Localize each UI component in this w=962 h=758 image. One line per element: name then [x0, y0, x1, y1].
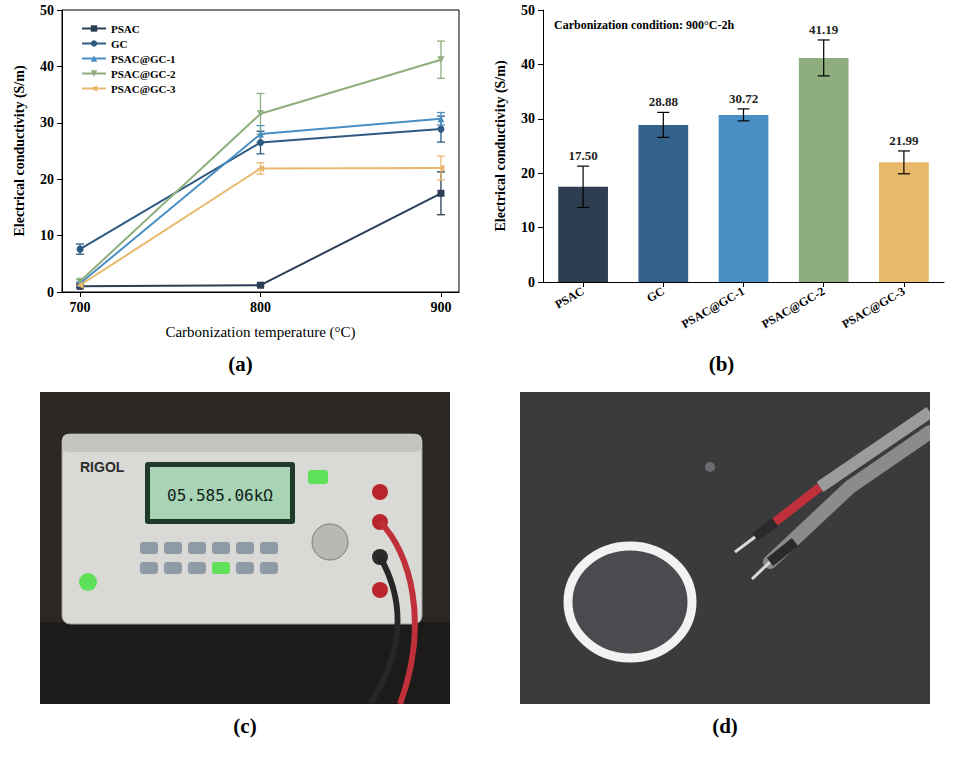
- svg-text:Carbonization temperature (°C): Carbonization temperature (°C): [165, 324, 355, 341]
- svg-text:10: 10: [40, 228, 54, 243]
- svg-text:0: 0: [528, 275, 535, 290]
- html-text:(a): (a): [228, 352, 253, 376]
- svg-text:40: 40: [521, 57, 535, 72]
- svg-text:30: 30: [40, 115, 54, 130]
- svg-text:PSAC@GC-1: PSAC@GC-1: [111, 53, 176, 65]
- svg-text:30: 30: [521, 111, 535, 126]
- svg-text:21.99: 21.99: [889, 133, 919, 148]
- svg-text:PSAC@GC-2: PSAC@GC-2: [759, 284, 827, 331]
- svg-text:50: 50: [40, 3, 54, 18]
- svg-text:PSAC: PSAC: [111, 23, 140, 35]
- svg-text:0: 0: [47, 285, 54, 300]
- svg-text:PSAC@GC-3: PSAC@GC-3: [111, 83, 176, 95]
- svg-text:PSAC@GC-3: PSAC@GC-3: [839, 284, 907, 331]
- svg-text:PSAC@GC-1: PSAC@GC-1: [679, 284, 747, 331]
- svg-text:28.88: 28.88: [649, 94, 679, 109]
- svg-text:30.72: 30.72: [729, 91, 758, 106]
- svg-text:700: 700: [70, 300, 91, 315]
- html-text:(d): (d): [712, 714, 738, 738]
- svg-text:800: 800: [250, 300, 271, 315]
- svg-text:17.50: 17.50: [568, 148, 597, 163]
- svg-text:GC: GC: [644, 284, 667, 305]
- svg-text:RIGOL: RIGOL: [80, 459, 125, 475]
- svg-text:50: 50: [521, 3, 535, 18]
- svg-text:05.585.06kΩ: 05.585.06kΩ: [167, 486, 273, 505]
- svg-text:10: 10: [521, 220, 535, 235]
- svg-text:40: 40: [40, 59, 54, 74]
- html-text:(b): (b): [708, 352, 735, 376]
- svg-text:Electrical conductivity (S/m): Electrical conductivity (S/m): [493, 60, 509, 231]
- svg-text:20: 20: [40, 172, 54, 187]
- svg-text:900: 900: [430, 300, 451, 315]
- svg-text:20: 20: [521, 166, 535, 181]
- html-text:(c): (c): [233, 714, 257, 738]
- svg-text:GC: GC: [111, 38, 128, 50]
- svg-text:PSAC: PSAC: [552, 284, 586, 312]
- svg-text:Electrical conductivity (S/m): Electrical conductivity (S/m): [12, 65, 28, 236]
- svg-text:PSAC@GC-2: PSAC@GC-2: [111, 68, 176, 80]
- svg-text:Carbonization condition: 900°C: Carbonization condition: 900°C-2h: [554, 18, 734, 32]
- svg-text:41.19: 41.19: [809, 22, 839, 37]
